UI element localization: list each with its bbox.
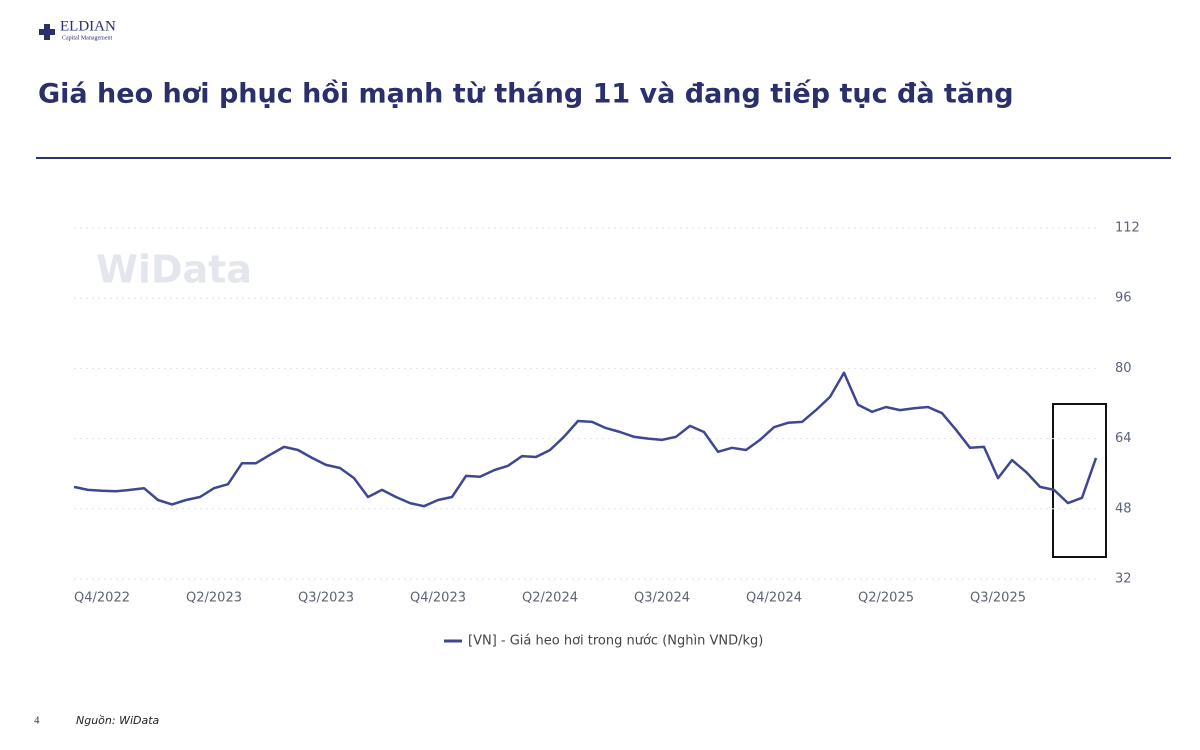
x-tick-label: Q2/2023 [186, 591, 242, 606]
x-tick-label: Q4/2022 [74, 591, 130, 606]
x-tick-label: Q3/2024 [634, 591, 690, 606]
logo-tagline: Capital Management [62, 35, 112, 41]
x-tick-label: Q2/2025 [858, 591, 914, 606]
y-tick-label: 48 [1115, 501, 1132, 516]
page-number: 4 [34, 715, 40, 727]
y-tick-label: 80 [1115, 361, 1132, 376]
watermark: WiData [96, 248, 252, 292]
legend-label: [VN] - Giá heo hơi trong nước (Nghìn VND… [468, 634, 763, 649]
y-tick-label: 112 [1115, 221, 1140, 236]
y-tick-label: 96 [1115, 291, 1132, 306]
logo: ELDIAN Capital Management [39, 18, 116, 41]
x-tick-label: Q3/2025 [970, 591, 1026, 606]
logo-name: ELDIAN [60, 18, 116, 34]
x-tick-label: Q3/2023 [298, 591, 354, 606]
data-line [73, 371, 1098, 508]
x-tick-label: Q4/2024 [746, 591, 802, 606]
y-tick-label: 64 [1115, 431, 1132, 446]
logo-icon [39, 29, 55, 35]
highlight-box [1052, 403, 1107, 558]
slide-title: Giá heo hơi phục hồi mạnh từ tháng 11 và… [38, 79, 1014, 110]
x-tick-label: Q2/2024 [522, 591, 578, 606]
y-tick-label: 32 [1115, 572, 1132, 587]
x-tick-label: Q4/2023 [410, 591, 466, 606]
source: Nguồn: WiData [76, 714, 160, 727]
